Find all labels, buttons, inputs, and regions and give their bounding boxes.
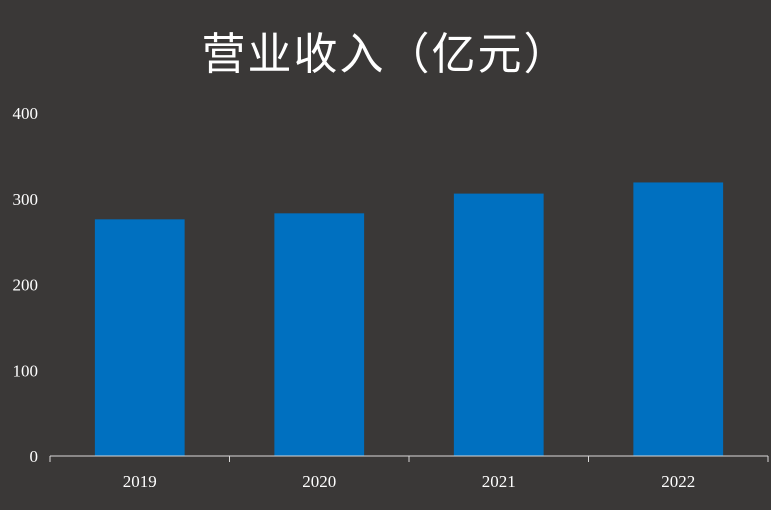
x-tick-label: 2019 [123, 472, 157, 491]
x-tick-label: 2022 [661, 472, 695, 491]
x-tick-label: 2020 [302, 472, 336, 491]
y-tick-label: 100 [13, 361, 39, 380]
y-tick-label: 400 [13, 104, 39, 123]
y-tick-label: 200 [13, 276, 39, 295]
bar-2019 [94, 219, 185, 456]
bar-2022 [633, 182, 724, 456]
chart-title: 营业收入（亿元） [201, 29, 570, 80]
y-tick-label: 300 [13, 190, 39, 209]
bar-2021 [453, 193, 544, 457]
x-tick-label: 2021 [482, 472, 516, 491]
y-tick-label: 0 [30, 447, 39, 466]
bar-2020 [274, 213, 365, 456]
